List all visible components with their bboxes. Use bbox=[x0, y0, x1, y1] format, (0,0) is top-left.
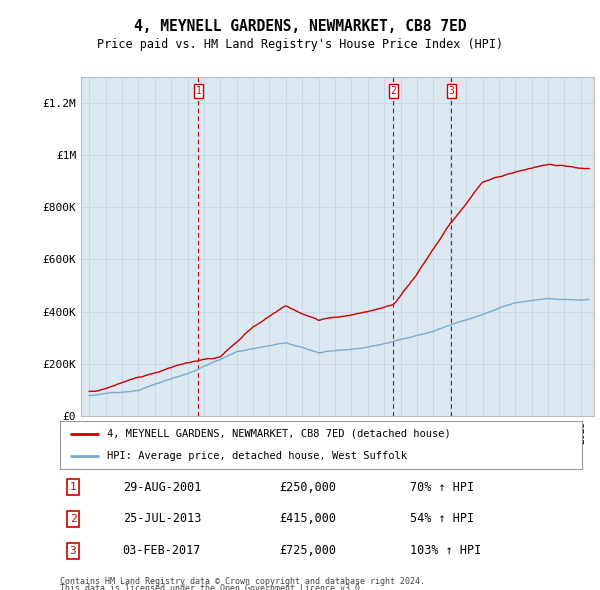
Text: 3: 3 bbox=[70, 546, 76, 556]
Text: HPI: Average price, detached house, West Suffolk: HPI: Average price, detached house, West… bbox=[107, 451, 407, 461]
Text: £415,000: £415,000 bbox=[279, 512, 336, 526]
Text: £725,000: £725,000 bbox=[279, 544, 336, 558]
Text: 2: 2 bbox=[391, 86, 397, 96]
Text: 1: 1 bbox=[70, 482, 76, 492]
Text: 1: 1 bbox=[196, 86, 201, 96]
Text: £250,000: £250,000 bbox=[279, 480, 336, 494]
Text: 4, MEYNELL GARDENS, NEWMARKET, CB8 7ED (detached house): 4, MEYNELL GARDENS, NEWMARKET, CB8 7ED (… bbox=[107, 429, 451, 439]
Text: 03-FEB-2017: 03-FEB-2017 bbox=[122, 544, 201, 558]
Text: Contains HM Land Registry data © Crown copyright and database right 2024.: Contains HM Land Registry data © Crown c… bbox=[60, 577, 425, 586]
Text: 2: 2 bbox=[70, 514, 76, 524]
Text: This data is licensed under the Open Government Licence v3.0.: This data is licensed under the Open Gov… bbox=[60, 584, 365, 590]
Text: 103% ↑ HPI: 103% ↑ HPI bbox=[410, 544, 481, 558]
Text: Price paid vs. HM Land Registry's House Price Index (HPI): Price paid vs. HM Land Registry's House … bbox=[97, 38, 503, 51]
Text: 70% ↑ HPI: 70% ↑ HPI bbox=[410, 480, 474, 494]
Text: 4, MEYNELL GARDENS, NEWMARKET, CB8 7ED: 4, MEYNELL GARDENS, NEWMARKET, CB8 7ED bbox=[134, 19, 466, 34]
Text: 29-AUG-2001: 29-AUG-2001 bbox=[122, 480, 201, 494]
Text: 3: 3 bbox=[448, 86, 454, 96]
Text: 54% ↑ HPI: 54% ↑ HPI bbox=[410, 512, 474, 526]
Text: 25-JUL-2013: 25-JUL-2013 bbox=[122, 512, 201, 526]
